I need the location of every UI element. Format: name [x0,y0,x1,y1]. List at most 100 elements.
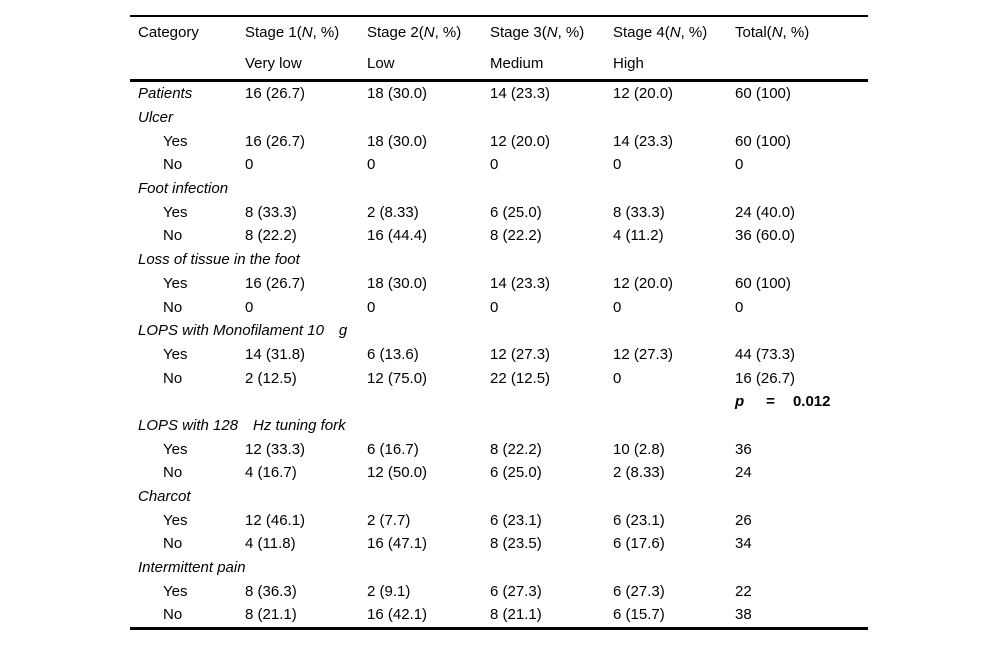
value-cell: 12 (20.0) [613,85,674,103]
value-cell: 6 (13.6) [367,345,419,363]
value-cell: 2 (8.33) [613,464,665,482]
header-n-italic: N [546,24,558,41]
value-cell: 12 (46.1) [245,511,306,529]
value-cell: 16 (42.1) [367,606,428,624]
value-cell: 2 (8.33) [367,203,419,221]
section-label: Charcot [138,488,191,506]
value-cell: 14 (23.3) [613,132,674,150]
value-cell: 34 [735,535,752,553]
value-cell: 16 (26.7) [245,132,306,150]
subheader-low: Low [367,55,395,72]
value-cell: 12 (20.0) [490,132,551,150]
row-label: Yes [163,511,188,529]
value-cell: 6 (23.1) [613,511,665,529]
data-row: No 2 (12.5) 12 (75.0) 22 (12.5) 0 16 (26.7) [130,366,868,390]
header-text: Stage 2( [367,24,424,41]
value-cell: 6 (27.3) [613,582,665,600]
header-n-italic: N [771,24,783,41]
value-cell: 8 (22.2) [490,227,542,245]
table-body: Patients 16 (26.7) 18 (30.0) 14 (23.3) 12 (2… [130,82,868,627]
value-cell: 36 (60.0) [735,227,796,245]
value-cell: 0 [490,156,499,174]
value-cell: 22 (12.5) [490,369,551,387]
subheader-medium: Medium [490,55,544,72]
data-row: No 8 (21.1) 16 (42.1) 8 (21.1) 6 (15.7) 38 [130,603,868,627]
value-cell: 0 [367,156,376,174]
header-text: Stage 1( [245,24,302,41]
value-cell: 8 (21.1) [245,606,297,624]
data-row: Yes 16 (26.7) 18 (30.0) 14 (23.3) 12 (20.0) 6… [130,272,868,296]
value-cell: 6 (27.3) [490,582,542,600]
value-cell: 8 (21.1) [490,606,542,624]
value-cell: 10 (2.8) [613,440,665,458]
value-cell: 24 [735,464,752,482]
header-text: , %) [782,24,810,41]
row-label: No [163,606,183,624]
section-row: LOPS with 128 Hz tuning fork [130,414,868,438]
value-cell: 16 (26.7) [245,85,306,103]
header-n-italic: N [669,24,681,41]
header-text: Total( [735,24,772,41]
column-header-stage3: Stage 3(N, %) [490,24,613,41]
value-cell: 18 (30.0) [367,85,428,103]
value-cell: 4 (16.7) [245,464,297,482]
data-row: Yes 14 (31.8) 6 (13.6) 12 (27.3) 12 (27.3) 44… [130,343,868,367]
value-cell: 60 (100) [735,132,791,150]
section-label: Intermittent pain [138,559,246,577]
data-row: Yes 12 (33.3) 6 (16.7) 8 (22.2) 10 (2.8) 36 [130,437,868,461]
value-cell: 12 (50.0) [367,464,428,482]
value-cell: 26 [735,511,752,529]
section-label: LOPS with Monofilament 10 g [138,322,348,340]
header-text: , %) [312,24,340,41]
row-label: No [163,464,183,482]
row-label: No [163,227,183,245]
header-text: , %) [680,24,708,41]
value-cell: 0 [613,369,622,387]
value-cell: 6 (15.7) [613,606,665,624]
column-header-stage1: Stage 1(N, %) [245,24,367,41]
data-row: No 0 0 0 0 0 [130,153,868,177]
section-row: Intermittent pain [130,556,868,580]
value-cell: 14 (23.3) [490,274,551,292]
value-cell: 18 (30.0) [367,132,428,150]
section-row: Foot infection [130,177,868,201]
section-label: Ulcer [138,109,174,127]
value-cell: 16 (26.7) [735,369,796,387]
section-label: Foot infection [138,180,229,198]
header-text: Stage 3( [490,24,547,41]
value-cell: 22 [735,582,752,600]
value-cell: 0 [735,298,744,316]
value-cell: 8 (22.2) [490,440,542,458]
header-row-risk-levels: Very low Low Medium High [130,48,868,79]
data-row: No 8 (22.2) 16 (44.4) 8 (22.2) 4 (11.2) 36 (6… [130,224,868,248]
value-cell: 0 [735,156,744,174]
value-cell: 6 (25.0) [490,203,542,221]
data-row: No 0 0 0 0 0 [130,295,868,319]
header-text: , %) [557,24,585,41]
value-cell: 0 [613,298,622,316]
row-label: Yes [163,203,188,221]
value-cell: 4 (11.2) [613,227,664,245]
p-value-cell: p = 0.012 [735,393,868,410]
p-symbol: p [735,393,745,411]
value-cell: 44 (73.3) [735,345,796,363]
section-row: Charcot [130,485,868,509]
row-label: No [163,369,183,387]
value-cell: 36 [735,440,752,458]
subheader-high: High [613,55,644,72]
value-cell: 12 (27.3) [613,345,674,363]
value-cell: 8 (33.3) [613,203,665,221]
equals-sign: = [766,393,775,411]
value-cell: 14 (23.3) [490,85,551,103]
value-cell: 6 (25.0) [490,464,542,482]
value-cell: 16 (47.1) [367,535,428,553]
value-cell: 12 (33.3) [245,440,306,458]
value-cell: 0 [367,298,376,316]
value-cell: 60 (100) [735,274,791,292]
value-cell: 8 (36.3) [245,582,297,600]
value-cell: 8 (33.3) [245,203,297,221]
clinical-stages-table: Category Stage 1(N, %) Stage 2(N, %) Sta… [130,15,868,630]
p-value: 0.012 [792,393,831,411]
value-cell: 60 (100) [735,85,791,103]
table-header: Category Stage 1(N, %) Stage 2(N, %) Sta… [130,17,868,82]
